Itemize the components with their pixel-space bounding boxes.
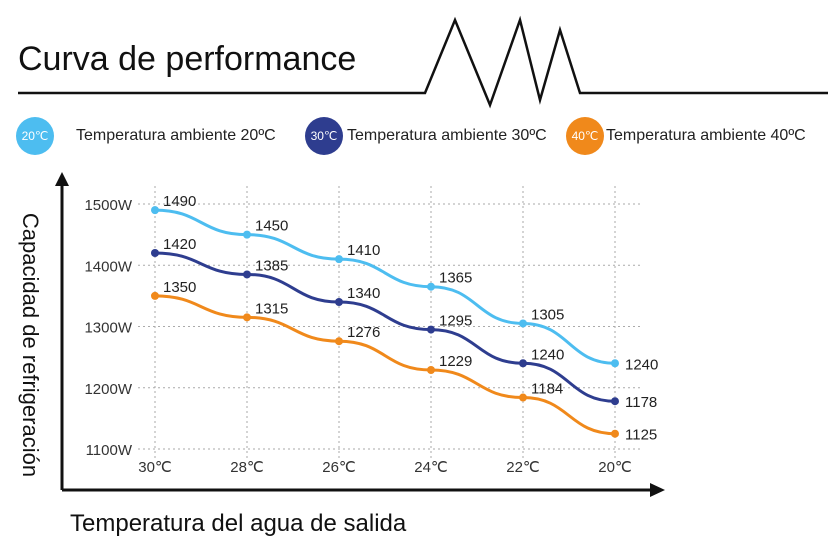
legend-item-30: 30℃ Temperatura ambiente 30ºC (305, 117, 547, 155)
data-point (611, 429, 619, 438)
data-point (427, 365, 435, 374)
x-axis-label: Temperatura del agua de salida (70, 510, 407, 537)
data-label: 1295 (439, 313, 472, 330)
x-tick-label: 26℃ (322, 459, 356, 476)
data-label: 1305 (531, 306, 564, 323)
data-point (151, 291, 159, 300)
data-point (427, 282, 435, 291)
data-label: 1240 (531, 346, 564, 363)
data-label: 1420 (163, 236, 196, 253)
data-label: 1350 (163, 279, 196, 296)
data-point (611, 397, 619, 406)
series-line (154, 251, 616, 403)
data-point (243, 230, 251, 239)
data-label: 1490 (163, 193, 196, 210)
data-label: 1240 (625, 356, 658, 373)
data-point (611, 359, 619, 368)
y-tick-label: 1400W (84, 258, 132, 275)
legend-item-40: 40℃ Temperatura ambiente 40ºC (566, 117, 806, 155)
header-rule (18, 15, 828, 109)
data-label: 1184 (531, 381, 563, 398)
legend-badge-30: 30℃ (305, 117, 343, 155)
data-point (335, 337, 343, 346)
data-label: 1385 (255, 257, 288, 274)
chart-grid (138, 186, 640, 458)
series-lines: 1490 1450 1410 1365 1305 1240 1420 1385 1340 1295… (151, 193, 658, 444)
y-tick-label: 1100W (86, 442, 133, 459)
data-point (151, 206, 159, 215)
data-point (519, 359, 527, 368)
page-title: Curva de performance (18, 40, 357, 78)
legend-badge-40: 40℃ (566, 117, 604, 155)
x-tick-label: 28℃ (230, 459, 264, 476)
chart-axes (55, 172, 665, 497)
y-tick-label: 1300W (84, 320, 132, 337)
data-label: 1229 (439, 353, 472, 370)
data-label: 1178 (625, 394, 657, 411)
series-line (154, 294, 616, 436)
data-label: 1340 (347, 285, 380, 302)
legend-badge-20: 20℃ (16, 117, 54, 155)
x-tick-labels: 30℃ 28℃ 26℃ 24℃ 22℃ 20℃ (138, 459, 632, 476)
y-tick-labels: 1100W 1200W 1300W 1400W 1500W (84, 197, 132, 459)
data-label: 1365 (439, 270, 472, 287)
data-point (427, 325, 435, 334)
x-tick-label: 20℃ (598, 459, 632, 476)
data-label: 1276 (347, 324, 380, 341)
data-point (151, 249, 159, 257)
data-label: 1450 (255, 218, 288, 235)
data-point (335, 255, 343, 264)
legend-label-30: Temperatura ambiente 30ºC (347, 127, 547, 144)
data-label: 1315 (255, 300, 288, 317)
legend-item-20: 20℃ Temperatura ambiente 20ºC (16, 117, 276, 155)
y-axis-label: Capacidad de refrigeración (18, 212, 43, 478)
data-point (335, 298, 343, 306)
data-point (243, 313, 251, 322)
legend-label-20: Temperatura ambiente 20ºC (76, 127, 276, 144)
y-tick-label: 1500W (84, 197, 132, 214)
y-tick-label: 1200W (84, 381, 132, 398)
x-tick-label: 30℃ (138, 459, 172, 476)
x-tick-label: 24℃ (414, 459, 448, 476)
series-line (154, 208, 616, 365)
data-point (243, 270, 251, 279)
x-tick-label: 22℃ (506, 459, 540, 476)
legend-label-40: Temperatura ambiente 40ºC (606, 127, 806, 144)
data-label: 1410 (347, 242, 380, 259)
data-point (519, 319, 527, 328)
data-label: 1125 (625, 427, 657, 444)
data-point (519, 393, 527, 402)
